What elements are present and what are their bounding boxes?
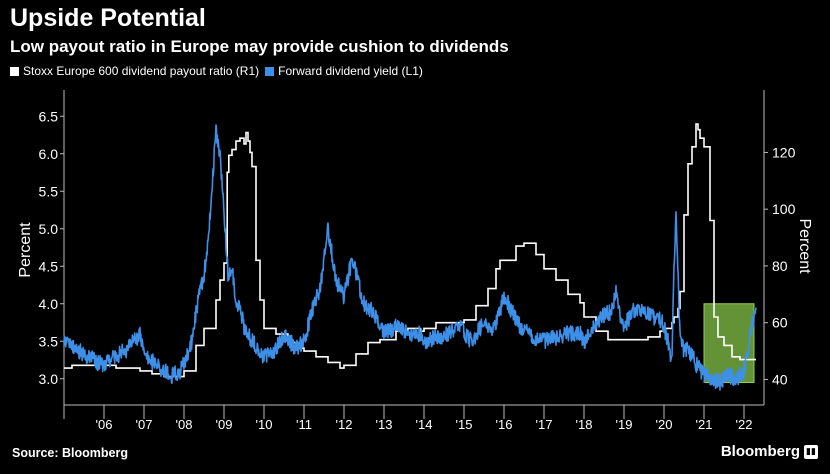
x-tick-label: '16: [496, 417, 513, 432]
x-tick-label: '19: [616, 417, 633, 432]
legend: Stoxx Europe 600 dividend payout ratio (…: [10, 64, 429, 78]
source-note: Source: Bloomberg: [12, 446, 128, 460]
x-tick-label: '22: [736, 417, 753, 432]
legend-swatch-payout: [10, 66, 19, 76]
brand-name: Bloomberg: [720, 443, 800, 460]
left-tick-label: 6.0: [39, 146, 59, 162]
right-tick-label: 120: [772, 144, 796, 160]
legend-label-payout: Stoxx Europe 600 dividend payout ratio (…: [23, 64, 260, 78]
chart-axes: 3.0 3.5 4.0 4.5 5.0 5.5 6.0 6.5 40 60 80 100 120 '06 '…: [39, 90, 796, 432]
bloomberg-icon: ▮▮: [804, 444, 818, 459]
left-tick-label: 5.5: [39, 183, 59, 199]
x-tick-label: '18: [576, 417, 593, 432]
chart-subtitle: Low payout ratio in Europe may provide c…: [10, 37, 509, 56]
x-tick-label: '20: [656, 417, 673, 432]
legend-swatch-yield: [265, 66, 275, 76]
x-tick-label: '12: [336, 417, 353, 432]
right-tick-label: 60: [772, 315, 788, 331]
chart-title: Upside Potential: [10, 4, 206, 32]
x-tick-label: '11: [296, 417, 312, 432]
x-tick-label: '21: [696, 417, 713, 432]
left-tick-label: 5.0: [39, 221, 59, 237]
x-tick-label: '13: [376, 417, 393, 432]
right-tick-label: 80: [772, 258, 788, 274]
left-tick-label: 4.5: [39, 258, 59, 274]
left-tick-label: 3.5: [39, 333, 59, 349]
series-line-payout-ratio: [64, 123, 756, 378]
brand-logo: Bloomberg ▮▮: [721, 443, 818, 460]
x-tick-label: '15: [456, 417, 473, 432]
legend-item-payout: Stoxx Europe 600 dividend payout ratio (…: [10, 64, 259, 78]
left-tick-label: 3.0: [39, 371, 59, 387]
right-tick-label: 100: [772, 201, 796, 217]
x-tick-label: '14: [416, 417, 433, 432]
legend-label-yield: Forward dividend yield (L1): [278, 64, 423, 78]
x-tick-label: '09: [216, 417, 233, 432]
left-tick-label: 4.0: [39, 296, 59, 312]
series-line-dividend-yield: [63, 124, 757, 391]
x-tick-label: '07: [136, 417, 153, 432]
chart-lines: [63, 123, 757, 391]
left-axis-label: Percent: [17, 222, 34, 278]
legend-item-yield: Forward dividend yield (L1): [265, 64, 423, 78]
x-tick-label: '17: [536, 417, 553, 432]
x-tick-label: '08: [176, 417, 193, 432]
left-tick-label: 6.5: [39, 108, 59, 124]
x-tick-label: '10: [256, 417, 273, 432]
x-tick-label: '06: [96, 417, 113, 432]
right-tick-label: 40: [772, 371, 788, 387]
right-axis-label: Percent: [796, 218, 813, 274]
